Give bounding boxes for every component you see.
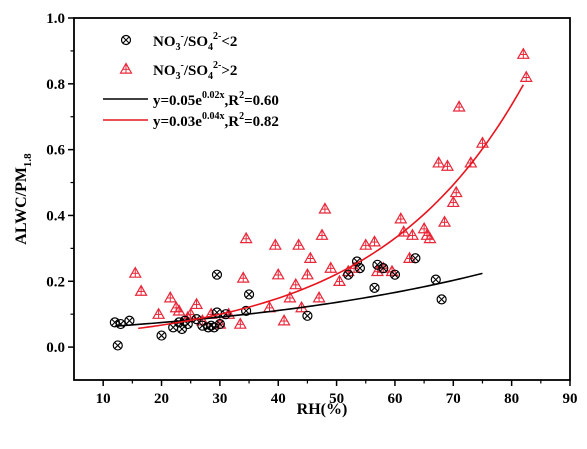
data-point-series1 <box>343 269 354 280</box>
data-point-series2 <box>332 274 347 286</box>
data-point-series2 <box>452 100 466 112</box>
data-point-series1 <box>436 294 447 305</box>
x-tick-label: 90 <box>563 391 578 407</box>
legend: NO3-/SO42-<2 NO3-/SO42->2 y=0.05e0.02x,R… <box>103 31 279 130</box>
data-point-series1 <box>372 259 383 270</box>
data-point-series1 <box>410 253 421 264</box>
fit-curves-layer <box>114 84 525 330</box>
fit-curve-1 <box>114 272 483 327</box>
data-point-series2 <box>449 185 463 198</box>
data-point-series2 <box>315 228 329 240</box>
legend-label-fit1: y=0.05e0.02x,R2=0.60 <box>153 90 279 109</box>
data-point-series2 <box>190 297 204 310</box>
data-point-series2 <box>233 317 247 329</box>
data-point-series2 <box>172 304 186 316</box>
data-point-series2 <box>324 261 338 273</box>
plot-area-frame <box>73 17 571 381</box>
x-axis: 10 20 30 40 50 60 70 80 90 <box>96 380 578 407</box>
x-tick-label: 10 <box>96 391 111 407</box>
y-axis: 0.0 0.2 0.4 0.6 0.8 1.0 <box>46 11 74 356</box>
x-axis-label: RH(%) <box>297 401 348 418</box>
data-point-series2 <box>300 267 314 280</box>
y-tick-label: 0.2 <box>46 274 65 290</box>
x-tick-label: 20 <box>154 391 169 407</box>
data-point-series2 <box>289 277 303 290</box>
data-point-series2 <box>432 156 446 168</box>
data-point-series1 <box>389 269 401 280</box>
legend-label-series1: NO3-/SO42-<2 <box>153 31 237 53</box>
data-point-series2 <box>236 271 250 283</box>
legend-entry-series1: NO3-/SO42-<2 <box>120 31 237 53</box>
data-point-series2 <box>423 231 437 244</box>
data-point-series2 <box>446 195 460 208</box>
x-tick-label: 40 <box>271 391 286 407</box>
data-markers-layer <box>109 47 533 351</box>
x-tick-label: 80 <box>504 391 519 407</box>
data-point-series2 <box>475 136 490 148</box>
data-point-series2 <box>519 70 533 82</box>
y-tick-label: 1.0 <box>46 11 65 27</box>
x-tick-label: 30 <box>212 391 227 407</box>
data-point-series2 <box>516 47 530 59</box>
x-tick-label: 60 <box>387 391 402 407</box>
data-point-series2 <box>367 235 382 247</box>
y-axis-label: ALWC/PM1.8 <box>13 153 34 245</box>
data-point-series2 <box>312 291 326 303</box>
data-point-series2 <box>405 228 419 240</box>
data-point-series1 <box>369 282 380 293</box>
y-tick-label: 0.6 <box>46 143 65 159</box>
data-point-series1 <box>112 340 123 351</box>
legend-entry-fit1: y=0.05e0.02x,R2=0.60 <box>103 90 279 109</box>
x-tick-label: 70 <box>446 391 461 407</box>
legend-label-fit2: y=0.03e0.04x,R2=0.82 <box>153 111 279 130</box>
data-point-series2 <box>268 238 282 250</box>
data-point-series2 <box>277 314 291 326</box>
y-tick-label: 0.0 <box>46 340 65 356</box>
y-tick-label: 0.4 <box>46 208 65 224</box>
data-point-series2 <box>152 307 166 319</box>
data-point-series2 <box>184 307 198 319</box>
data-point-series2 <box>438 215 452 227</box>
data-point-series2 <box>440 159 454 171</box>
data-point-series1 <box>243 289 255 300</box>
data-point-series1 <box>378 263 389 274</box>
data-point-series1 <box>354 263 366 274</box>
data-point-series2 <box>402 251 417 263</box>
legend-marker-circle-x <box>120 34 132 46</box>
data-point-series1 <box>302 310 313 321</box>
data-point-series2 <box>303 251 317 263</box>
data-point-series1 <box>211 269 223 280</box>
data-point-series1 <box>156 330 167 341</box>
legend-entry-fit2: y=0.03e0.04x,R2=0.82 <box>103 111 279 130</box>
legend-label-series2: NO3-/SO42->2 <box>153 60 237 82</box>
data-point-series2 <box>239 231 253 244</box>
y-tick-label: 0.8 <box>46 77 65 93</box>
data-point-series2 <box>134 284 148 296</box>
data-point-series1 <box>430 274 441 285</box>
data-point-series2 <box>394 212 408 224</box>
legend-symbol-series2 <box>119 62 133 74</box>
data-point-series2 <box>292 238 306 250</box>
x-tick-label: 50 <box>329 391 344 407</box>
data-point-series2 <box>417 221 431 234</box>
fit-curve-2 <box>138 84 525 330</box>
legend-marker-triangle <box>119 62 133 74</box>
data-point-series2 <box>359 238 373 250</box>
legend-symbol-series1 <box>120 34 132 46</box>
data-point-series1 <box>208 322 220 333</box>
legend-entry-series2: NO3-/SO42->2 <box>119 60 237 82</box>
data-point-series2 <box>163 291 177 303</box>
data-point-series2 <box>318 202 332 214</box>
data-point-series2 <box>271 267 285 280</box>
data-point-series2 <box>128 266 142 278</box>
data-point-series1 <box>214 318 225 330</box>
